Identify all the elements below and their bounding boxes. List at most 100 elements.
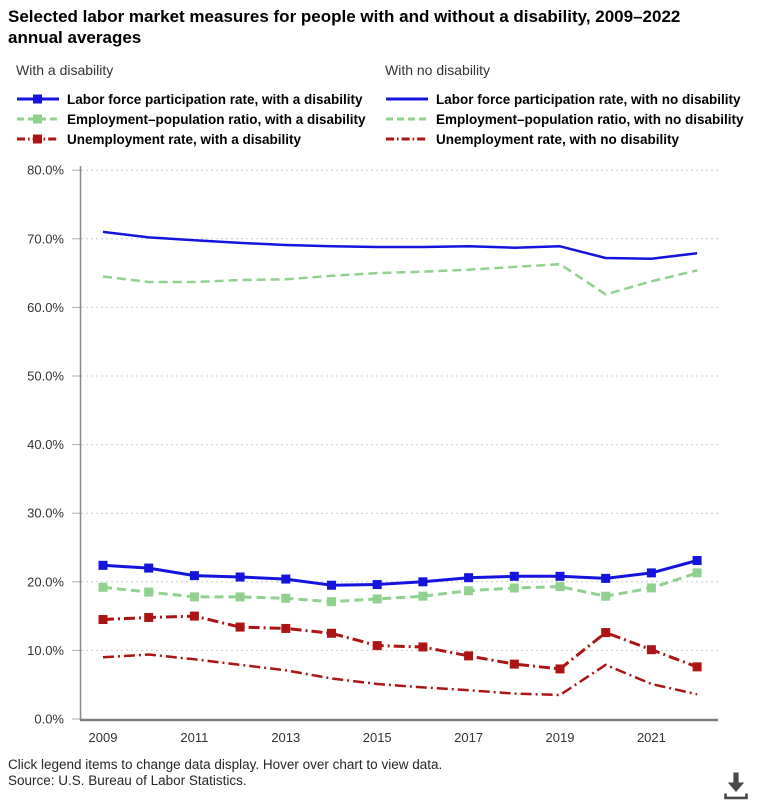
data-point-marker[interactable]	[327, 597, 336, 607]
data-point-marker[interactable]	[509, 571, 519, 581]
data-point-marker[interactable]	[601, 573, 611, 583]
series-ur-with-disability[interactable]	[98, 611, 702, 674]
title-line-1: Selected labor market measures for peopl…	[8, 7, 681, 26]
data-point-marker[interactable]	[327, 628, 336, 638]
series-lfpr-with-disability[interactable]	[98, 556, 702, 590]
legend-swatch-lfpr-with-disability-icon	[17, 94, 59, 104]
series-lfpr-no-disability[interactable]	[102, 230, 698, 260]
data-point-marker[interactable]	[646, 583, 656, 593]
download-icon	[724, 772, 748, 799]
data-point-marker[interactable]	[372, 641, 382, 651]
data-point-marker[interactable]	[464, 651, 474, 661]
svg-text:2009: 2009	[89, 730, 118, 745]
svg-text:2021: 2021	[637, 730, 666, 745]
data-point-marker[interactable]	[235, 592, 245, 602]
legend-item-ur-no-disability[interactable]: Unemployment rate, with no disability	[385, 129, 744, 149]
legend-swatch-epr-no-disability-icon	[386, 117, 428, 121]
data-point-marker[interactable]	[555, 582, 565, 592]
data-point-marker[interactable]	[418, 591, 428, 601]
data-point-marker[interactable]	[646, 645, 656, 655]
chart-footer: Click legend items to change data displa…	[8, 757, 442, 789]
svg-text:70.0%: 70.0%	[27, 231, 64, 246]
data-point-marker[interactable]	[509, 659, 519, 669]
svg-text:50.0%: 50.0%	[27, 369, 64, 384]
legend-item-lfpr-with-disability[interactable]: Labor force participation rate, with a d…	[16, 89, 366, 109]
data-point-marker[interactable]	[144, 612, 154, 622]
legend-group-header: With no disability	[385, 62, 491, 78]
legend-item-label: Labor force participation rate, with no …	[436, 91, 741, 107]
svg-text:2019: 2019	[546, 730, 575, 745]
legend-item-label: Unemployment rate, with a disability	[67, 131, 302, 147]
data-point-marker[interactable]	[555, 664, 565, 674]
data-point-marker[interactable]	[418, 642, 428, 652]
title-line-2: annual averages	[8, 28, 142, 47]
legend-group-header: With a disability	[16, 62, 114, 78]
legend-swatch-epr-with-disability-icon	[17, 114, 59, 124]
series-epr-no-disability[interactable]	[102, 262, 698, 296]
legend-item-label: Labor force participation rate, with a d…	[67, 91, 363, 107]
data-point-marker[interactable]	[692, 556, 702, 566]
page-title: Selected labor market measures for peopl…	[8, 6, 750, 48]
y-gridlines	[81, 169, 718, 651]
svg-text:80.0%: 80.0%	[27, 163, 64, 178]
data-point-marker[interactable]	[464, 586, 474, 596]
data-point-marker[interactable]	[98, 560, 108, 570]
data-point-marker[interactable]	[281, 593, 291, 603]
data-point-marker[interactable]	[418, 577, 428, 587]
data-point-marker[interactable]	[555, 571, 565, 581]
legend-swatch-lfpr-no-disability-icon	[386, 97, 428, 101]
data-point-marker[interactable]	[189, 571, 199, 581]
series-ur-no-disability[interactable]	[102, 653, 698, 697]
legend-item-label: Employment–population ratio, with a disa…	[67, 111, 366, 127]
svg-text:30.0%: 30.0%	[27, 506, 64, 521]
data-point-marker[interactable]	[464, 573, 474, 583]
data-point-marker[interactable]	[692, 568, 702, 578]
svg-text:2017: 2017	[454, 730, 483, 745]
svg-text:2011: 2011	[180, 730, 208, 745]
y-axis-tick-labels: 0.0% 10.0% 20.0% 30.0% 40.0% 50.0% 60.0% 70.0% 8…	[27, 163, 64, 727]
legend-group-no-disability: With no disability Labor force participa…	[385, 62, 744, 149]
data-point-marker[interactable]	[281, 623, 291, 633]
series-epr-with-disability[interactable]	[98, 568, 702, 607]
x-axis-tick-labels: 2009 2011 2013 2015 2017 2019 2021	[89, 730, 666, 745]
legend-item-lfpr-no-disability[interactable]: Labor force participation rate, with no …	[385, 89, 744, 109]
y-axis-ticks	[72, 169, 80, 720]
legend-item-label: Unemployment rate, with no disability	[436, 131, 680, 147]
data-point-marker[interactable]	[98, 582, 108, 592]
data-point-marker[interactable]	[509, 583, 519, 593]
svg-text:40.0%: 40.0%	[27, 437, 64, 452]
data-point-marker[interactable]	[601, 591, 611, 601]
data-point-marker[interactable]	[235, 622, 245, 632]
legend-group-with-disability: With a disability Labor force participat…	[16, 62, 366, 149]
line-chart-plot[interactable]: 0.0% 10.0% 20.0% 30.0% 40.0% 50.0% 60.0% 70.0% 8…	[0, 160, 760, 760]
data-point-marker[interactable]	[144, 563, 154, 573]
data-point-marker[interactable]	[646, 568, 656, 578]
data-point-marker[interactable]	[189, 611, 199, 621]
data-point-marker[interactable]	[692, 662, 702, 672]
legend-swatch-ur-no-disability-icon	[386, 137, 428, 141]
svg-text:2013: 2013	[271, 730, 300, 745]
svg-text:0.0%: 0.0%	[34, 712, 64, 727]
legend-item-epr-with-disability[interactable]: Employment–population ratio, with a disa…	[16, 109, 366, 129]
data-point-marker[interactable]	[235, 572, 245, 582]
legend-item-ur-with-disability[interactable]: Unemployment rate, with a disability	[16, 129, 366, 149]
data-point-marker[interactable]	[601, 628, 611, 638]
data-point-marker[interactable]	[327, 580, 336, 590]
legend-item-label: Employment–population ratio, with no dis…	[436, 111, 744, 127]
data-point-marker[interactable]	[372, 594, 382, 604]
svg-text:20.0%: 20.0%	[27, 574, 64, 589]
svg-text:2015: 2015	[363, 730, 392, 745]
data-point-marker[interactable]	[372, 580, 382, 590]
data-point-marker[interactable]	[144, 587, 154, 597]
download-button[interactable]	[718, 769, 754, 803]
data-point-marker[interactable]	[98, 615, 108, 625]
chart-instructions: Click legend items to change data displa…	[8, 757, 443, 772]
legend-item-epr-no-disability[interactable]: Employment–population ratio, with no dis…	[385, 109, 744, 129]
svg-text:60.0%: 60.0%	[27, 300, 64, 315]
svg-text:10.0%: 10.0%	[27, 643, 64, 658]
legend-swatch-ur-with-disability-icon	[17, 134, 59, 144]
data-point-marker[interactable]	[189, 592, 199, 602]
source-note: Source: U.S. Bureau of Labor Statistics.	[8, 773, 247, 788]
data-point-marker[interactable]	[281, 574, 291, 584]
